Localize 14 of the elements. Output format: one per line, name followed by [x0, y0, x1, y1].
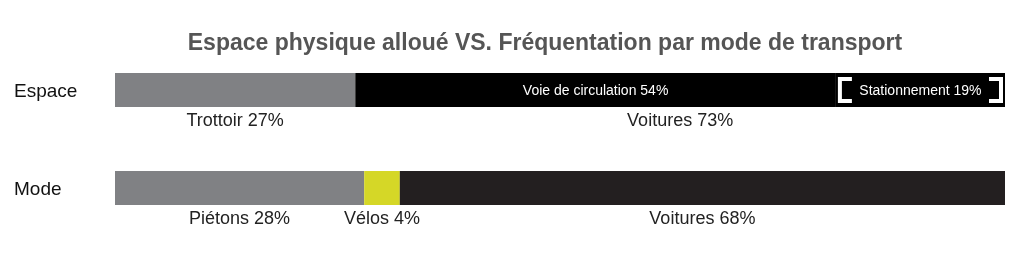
bar [364, 171, 400, 205]
data-label: Piétons 28% [189, 208, 291, 228]
y-tick-label: Mode [14, 177, 62, 199]
bar [115, 73, 356, 107]
data-label: Voie de circulation 54% [522, 81, 669, 98]
bar [115, 171, 365, 205]
data-label: Voitures 68% [649, 208, 756, 228]
data-label: Vélos 4% [343, 208, 421, 228]
bar [399, 171, 1005, 205]
y-tick-label: Espace [14, 79, 78, 101]
chart-title: Espace physique alloué VS. Fréquentation par mode de transport [187, 29, 903, 55]
annotation: Trottoir 27% [186, 110, 284, 130]
data-label: Stationnement 19% [859, 81, 982, 98]
annotation: Voitures 73% [627, 110, 734, 130]
